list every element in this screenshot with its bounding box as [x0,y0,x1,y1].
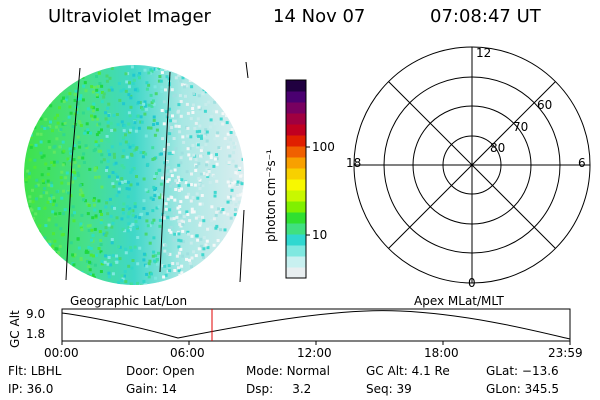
colorbar-swatch [286,91,306,103]
status-dsp: Dsp: 3.2 [246,382,312,396]
longitude-line-2 [159,71,171,273]
status-glon: GLon: 345.5 [486,382,559,396]
status-seq: Seq: 39 [366,382,412,396]
lat-label-80: 80 [490,141,506,155]
status-mode: Mode: Normal [246,364,330,378]
lat-label-60: 60 [537,98,553,112]
apex-map-caption: Apex MLat/MLT [414,294,504,308]
longitude-line-4 [239,209,245,283]
status-ip: IP: 36.0 [8,382,54,396]
altitude-curve [61,310,571,340]
earth-disk [24,65,244,285]
colorbar-swatch [286,146,306,158]
colorbar [285,79,310,279]
colorbar-frame [285,79,307,279]
colorbar-label-10: 10 [312,228,328,242]
altitude-xtick-2: 12:00 [297,346,332,360]
altitude-xtick-1: 06:00 [170,346,205,360]
colorbar-swatch [286,245,306,257]
altitude-xtick-3: 18:00 [424,346,459,360]
time-label: 07:08:47 UT [430,6,541,27]
colorbar-unit: photon cm⁻²s⁻¹ [264,149,278,242]
colorbar-swatch [286,256,306,268]
altitude-xtick-0: 00:00 [44,346,79,360]
altitude-plot [61,308,571,345]
mlt-label-0: 0 [468,276,476,290]
longitude-line-1 [65,67,81,281]
colorbar-swatches [286,80,306,279]
status-glat: GLat: −13.6 [486,364,559,378]
colorbar-swatch [286,212,306,224]
date-label: 14 Nov 07 [273,6,366,27]
colorbar-swatch [286,168,306,180]
longitude-line-3 [245,61,249,79]
colorbar-swatch [286,201,306,213]
mlt-label-12: 12 [476,46,492,60]
colorbar-swatch [286,223,306,235]
colorbar-label-100: 100 [312,140,335,154]
colorbar-swatch [286,190,306,202]
status-door: Door: Open [126,364,195,378]
altitude-frame [61,308,571,342]
colorbar-swatch [286,113,306,125]
altitude-xtick-4: 23:59 [548,346,583,360]
instrument-title: Ultraviolet Imager [48,6,211,27]
mlt-label-18: 18 [346,156,362,170]
status-gain: Gain: 14 [126,382,177,396]
mlt-label-6: 6 [578,156,586,170]
colorbar-swatch [286,135,306,147]
geo-map-caption: Geographic Lat/Lon [70,294,188,308]
colorbar-swatch [286,124,306,136]
polar-diagonal-2 [388,81,556,249]
colorbar-swatch [286,234,306,246]
altitude-ytick-max: 9.0 [26,307,46,321]
lat-label-70: 70 [513,120,529,134]
altitude-ytick-min: 1.8 [26,327,46,341]
altitude-ylabel: GC Alt [8,310,22,348]
apex-polar-plot [353,46,591,284]
colorbar-swatch [286,80,306,92]
status-gc-alt: GC Alt: 4.1 Re [366,364,450,378]
colorbar-swatch [286,267,306,279]
status-flt: Flt: LBHL [8,364,62,378]
colorbar-swatch [286,102,306,114]
geographic-image [24,61,249,285]
colorbar-swatch [286,157,306,169]
colorbar-swatch [286,179,306,191]
